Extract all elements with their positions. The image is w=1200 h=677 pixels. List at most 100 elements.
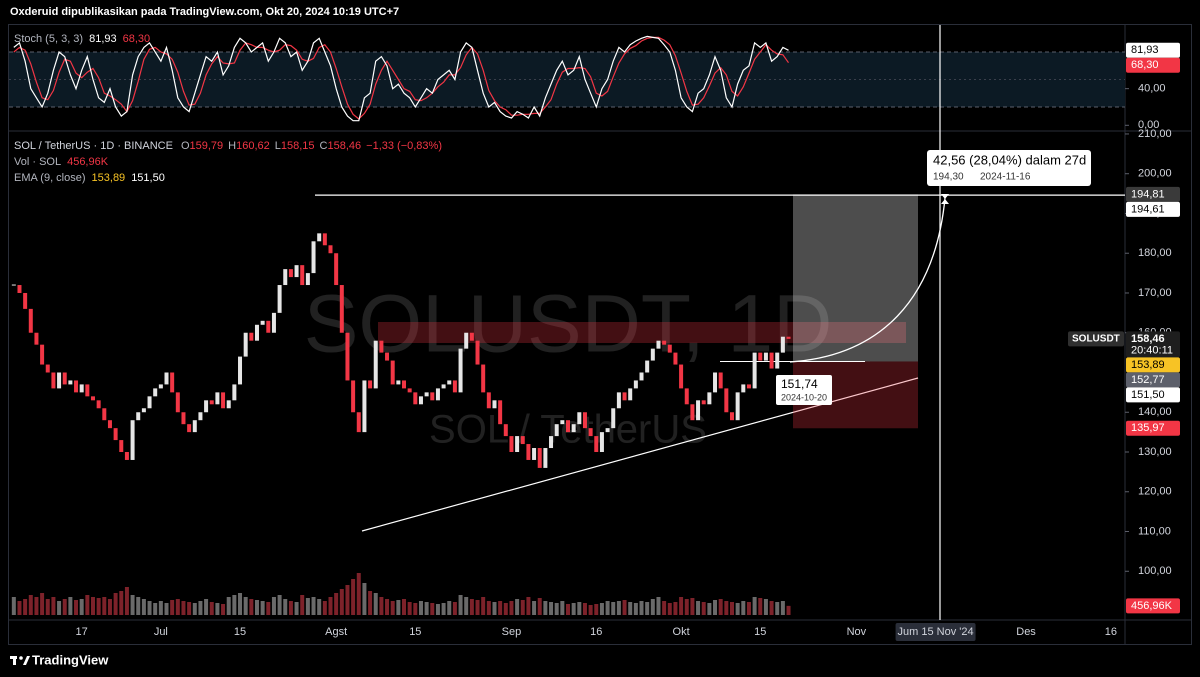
candle-body [464,332,469,349]
volume-bar [187,602,192,615]
candle-body [45,364,50,373]
logo-part [19,656,23,660]
candle-body [769,352,774,369]
stoch-line [13,35,789,122]
volume-bar [520,600,525,615]
stoch-legend: Stoch (5, 3, 3) 81,93 68,30 [14,33,150,45]
candle-body [198,412,203,421]
candle-body [718,372,723,389]
tradingview-logo [10,656,30,665]
volume-bar [571,603,576,615]
candle-body [260,320,265,325]
volume-bar [650,599,655,615]
measure-tooltip [927,150,1091,186]
candle-body [662,340,667,345]
ohlc-value: 158,15 [281,140,315,152]
volume-bar [294,602,299,615]
volume-bar [238,593,243,615]
volume-bar [379,597,384,615]
volume-bar [226,597,231,615]
volume-bar [317,599,322,615]
volume-bar [215,603,220,615]
volume-bars [11,573,791,615]
volume-bar [209,602,214,615]
publish-header: Oxderuid dipublikasikan pada TradingView… [10,6,399,18]
x-tick-label: Des [1016,626,1036,638]
price-badge [1126,42,1180,58]
candle-body [667,344,672,353]
volume-bar [588,605,593,615]
candle-body [368,380,373,389]
candle-body [249,332,254,341]
volume-bar [464,597,469,615]
volume-bar [724,601,729,615]
candle-body [650,348,655,361]
y-tick-label: 110,00 [1138,525,1171,537]
candle-body [701,400,706,405]
volume-bar [45,599,50,615]
candle-body [68,380,73,385]
x-tick-label: 17 [76,626,88,638]
volume-bar [543,601,548,615]
candle-body [679,364,684,389]
candle-body [639,372,644,381]
volume-bar [679,597,684,615]
volume-bar [192,603,197,615]
price-badge-label: 135,97 [1131,422,1165,434]
volume-bar [232,595,237,615]
candle-body [684,388,689,405]
price-badge-label: 194,81 [1131,188,1165,200]
candle-body [402,380,407,389]
candle-body [351,380,356,413]
candle-body [481,364,486,393]
candle-body [266,320,271,333]
measure-date: 2024-11-16 [980,172,1031,183]
volume-bar [249,599,254,615]
candle-body [385,352,390,361]
price-badge [1126,357,1180,373]
price-badge-label: 151,50 [1131,389,1165,401]
volume-bar [424,602,429,615]
volume-bar [746,602,751,615]
stoch-band [9,52,1125,107]
volume-bar [396,600,401,615]
candle-body [283,269,288,286]
candle-body [141,408,146,413]
volume-bar [492,602,497,615]
volume-bar [356,573,361,615]
volume-bar [23,599,28,615]
candle-body [147,396,152,409]
logo-part [13,656,16,665]
volume-bar [758,598,763,615]
candle-body [503,424,508,437]
volume-bar [153,603,158,615]
volume-bar [469,599,474,615]
candle-body [729,412,734,421]
point-price: 151,74 [781,377,818,391]
symbol-title: SOL / TetherUS · 1D · BINANCE [14,140,173,152]
candle-body [226,400,231,409]
candle-body [696,400,701,421]
volume-bar [435,604,440,615]
candle-body [532,448,537,460]
candle-body [40,344,45,365]
volume-bar [17,601,22,615]
candle-body [758,352,763,361]
logo-part [23,656,30,665]
panel-frame [8,24,1192,645]
stoch-legend-title: Stoch (5, 3, 3) [14,33,83,45]
x-tick-label: 15 [234,626,246,638]
stoch-d-value: 68,30 [123,33,151,45]
volume-bar [34,597,39,615]
candle-body [232,384,237,401]
volume-bar [577,602,582,615]
price-badge [1126,331,1180,358]
candle-body [209,400,214,405]
stoch-k-value: 81,93 [89,33,117,45]
x-tick-label: Agst [325,626,347,638]
volume-bar [62,599,67,615]
volume-bar [328,597,333,615]
candle-body [271,312,276,333]
candle-body [215,392,220,405]
